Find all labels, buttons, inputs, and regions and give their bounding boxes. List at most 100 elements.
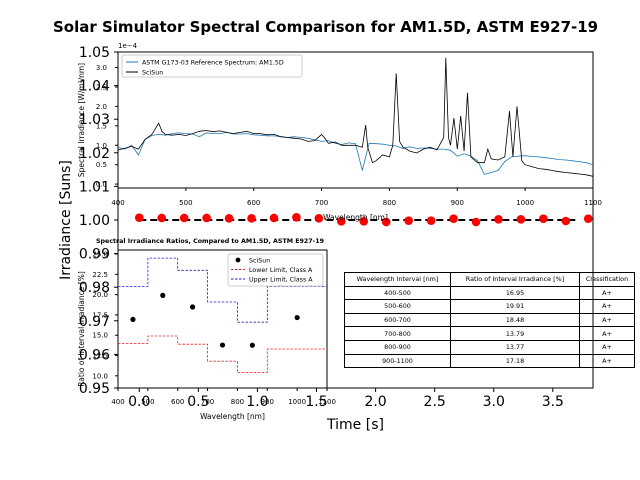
table-row: 500-600 19.91 A+ [344,299,635,314]
background-x-tick-label: 2.5 [424,394,446,410]
ratio-x-tick-label: 600 [171,398,184,406]
table-header-cell: Classification [579,272,635,287]
background-x-tick-label: 1.0 [246,394,268,410]
background-x-tick-label: 3.0 [483,394,505,410]
scisun-ratio-point [130,316,136,323]
background-y-tick-label: 0.99 [79,247,110,263]
table-cell: A+ [579,353,635,369]
spectrum-legend-label: ASTM G173-03 Reference Spectrum: AM1.5D [142,60,284,67]
irradiance-point [157,213,167,223]
irradiance-point [292,213,301,222]
table-header-cell: Ratio of Interval Irradiance [%] [450,272,580,287]
table-row: 600-700 18.48 A+ [344,312,635,328]
ratio-y-tick-label: 17.5 [92,311,108,319]
ratio-chart: Spectral Irradiance Ratios, Compared to … [77,238,336,421]
irradiance-point [426,216,436,225]
ratio-legend-label: Upper Limit, Class A [249,277,313,284]
ratio-legend-box [227,253,324,287]
background-y-tick-label: 1.02 [79,146,110,162]
ratio-x-tick-label: 400 [111,398,124,406]
table-cell: A+ [579,326,635,341]
spectrum-y-tick-label: 1.0 [96,142,107,150]
spectrum-y-tick-label: 0.0 [96,181,107,189]
spectrum-legend-label: SciSun [142,70,163,77]
figure-title: Solar Simulator Spectral Comparison for … [53,18,599,36]
spectrum-x-tick-label: 1100 [584,199,602,207]
table-cell: 13.77 [450,339,580,355]
ratio-y-tick-label: 10.0 [92,372,108,380]
table-row: 700-800 13.79 A+ [344,326,635,341]
ratio-y-tick-label: 20.0 [92,291,108,299]
spectrum-x-tick-label: 400 [111,199,124,207]
classification-table: Wavelength Interval [nm] Ratio of Interva… [344,272,635,369]
irradiance-point [247,214,256,223]
scisun-ratio-point [190,304,196,310]
spectrum-chart: 0.0 0.5 1.0 1.5 2.0 2.5 3.0 400 500 600 700 800 900 1… [77,42,602,222]
irradiance-point [583,214,593,223]
irradiance-point [471,217,481,227]
ratio-y-axis-label: Ratio of Interval Irradiance [%] [77,271,86,387]
spectrum-y-tick-label: 0.5 [96,161,107,169]
table-row: 400-500 16.95 A+ [344,285,635,301]
table-cell: 13.79 [450,326,580,341]
irradiance-point [269,213,279,223]
background-y-tick-label: 1.03 [79,112,110,128]
spectrum-x-tick-label: 500 [179,199,192,207]
background-x-tick-label: 1.5 [305,394,327,410]
table-cell: 600-700 [344,312,451,328]
spectrum-x-tick-label: 900 [451,199,464,207]
spectrum-x-axis-label: Wavelength [nm] [323,213,388,222]
irradiance-point [516,215,526,224]
irradiance-point [561,216,571,226]
table-cell: 400-500 [344,285,451,301]
ratio-chart-title: Spectral Irradiance Ratios, Compared to … [96,238,324,245]
irradiance-point [314,214,324,223]
background-y-tick-label: 1.05 [79,45,110,61]
irradiance-point [179,213,189,223]
reference-spectrum-line [117,131,594,175]
ratio-x-tick-label: 500 [141,398,154,406]
background-chart: 0.950.960.970.980.991.001.011.021.031.04… [58,45,594,433]
table-cell: 700-800 [344,326,451,341]
table-row: 800-900 13.77 A+ [344,339,635,355]
irradiance-point [134,213,144,222]
ratio-y-tick-label: 15.0 [92,332,108,340]
spectrum-y-tick-label: 3.0 [96,64,107,72]
background-y-axis-label: Irradiance [Suns] [58,160,74,280]
table-cell: 17.18 [450,353,580,369]
background-x-axis-label: Time [s] [326,417,384,433]
ratio-y-tick-label: 22.5 [92,271,108,279]
spectrum-x-tick-label: 600 [247,199,260,207]
background-y-tick-label: 0.97 [79,314,110,330]
background-y-tick-label: 0.96 [79,347,110,363]
background-y-tick-label: 1.01 [79,179,110,195]
background-y-tick-label: 0.95 [79,381,110,397]
table-cell: A+ [579,339,635,355]
spectrum-y-tick-label: 2.0 [96,103,107,111]
scisun-ratio-point [249,342,255,348]
irradiance-point [449,214,458,223]
ratio-x-tick-label: 1000 [288,398,306,406]
irradiance-point [494,215,503,224]
background-x-tick-label: 2.0 [364,394,386,410]
ratio-x-tick-label: 1100 [318,398,336,406]
ratio-x-tick-label: 800 [231,398,244,406]
ratio-y-tick-label: 12.5 [92,352,108,360]
background-y-tick-label: 0.98 [79,280,110,296]
spectrum-x-tick-label: 800 [383,199,396,207]
spectrum-legend-box [121,54,303,78]
ratio-x-axis-label: Wavelength [nm] [200,412,265,421]
irradiance-point [224,214,234,223]
ratio-legend-swatch [235,257,241,263]
ratio-y-tick-label: 25.0 [92,251,108,259]
irradiance-point [359,217,369,226]
background-x-tick-label: 0.5 [187,394,209,410]
irradiance-point [202,213,211,223]
spectrum-x-tick-label: 700 [315,199,328,207]
irradiance-point [404,216,413,225]
table-row: 900-1100 17.18 A+ [344,353,635,369]
background-x-tick-label: 0.0 [128,394,150,410]
irradiance-point [337,217,346,226]
ratio-legend-label: SciSun [249,258,270,265]
table-cell: 16.95 [450,285,580,301]
